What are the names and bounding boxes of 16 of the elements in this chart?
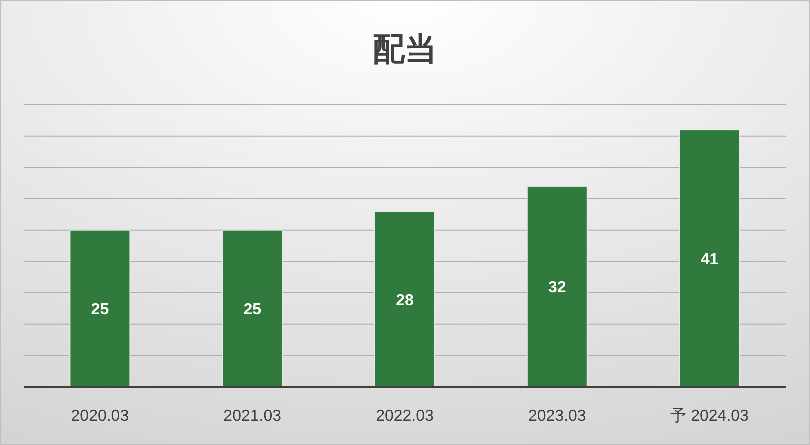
data-label: 32 <box>548 280 566 297</box>
bar <box>70 230 131 388</box>
data-label: 41 <box>700 252 719 269</box>
data-label: 28 <box>396 292 414 310</box>
x-tick-label: 2022.03 <box>376 408 434 425</box>
x-tick-label: 2023.03 <box>528 408 586 425</box>
data-label: 25 <box>244 302 262 319</box>
x-tick-label: 予 2024.03 <box>670 408 750 425</box>
bar <box>526 186 588 388</box>
bar <box>222 230 284 388</box>
chart-title: 配当 <box>373 31 437 67</box>
x-tick-label: 2020.03 <box>71 408 130 425</box>
bar <box>679 130 740 388</box>
bar <box>374 211 436 388</box>
x-tick-label: 2021.03 <box>224 408 282 425</box>
data-label: 25 <box>91 302 110 319</box>
